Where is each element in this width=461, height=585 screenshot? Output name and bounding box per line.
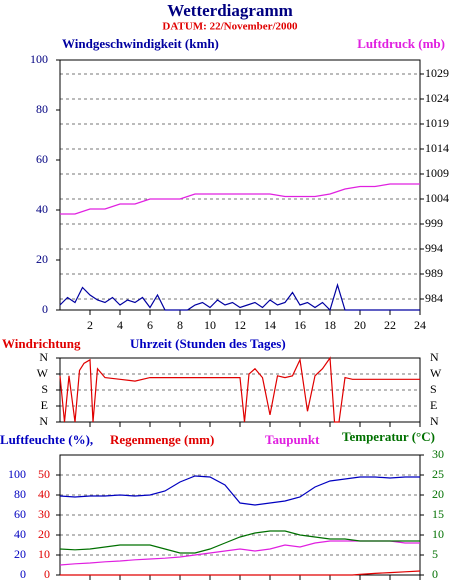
y-tick-label: E <box>41 398 48 412</box>
x-tick-label: 24 <box>414 318 426 332</box>
series-label: Taupunkt <box>265 432 320 447</box>
y-tick-label: 30 <box>432 447 444 461</box>
x-tick-label: 2 <box>87 318 93 332</box>
x-tick-label: 6 <box>147 318 153 332</box>
y-tick-label: 40 <box>14 527 26 541</box>
y-tick-label: 80 <box>14 487 26 501</box>
y-tick-label-right: S <box>430 382 437 396</box>
y-tick-label-right: N <box>430 350 439 364</box>
x-tick-label: 14 <box>264 318 276 332</box>
plot-frame <box>59 59 421 311</box>
y-tick-label: 1024 <box>425 91 449 105</box>
x-tick-label: 22 <box>384 318 396 332</box>
y-tick-label: N <box>39 350 48 364</box>
series-label: Luftdruck (mb) <box>357 36 445 51</box>
y-tick-label: 989 <box>425 266 443 280</box>
y-tick-label: 1019 <box>425 116 449 130</box>
y-tick-label: 1004 <box>425 191 449 205</box>
y-tick-label: 60 <box>14 507 26 521</box>
y-tick-label: 984 <box>425 291 443 305</box>
y-tick-label-right: N <box>430 414 439 428</box>
y-tick-label: N <box>39 414 48 428</box>
y-tick-label: 60 <box>36 152 48 166</box>
series-label: Windgeschwindigkeit (kmh) <box>62 36 219 51</box>
y-tick-label: 20 <box>14 547 26 561</box>
series-line <box>60 570 421 576</box>
series-line <box>59 282 420 312</box>
y-tick-label: 25 <box>432 467 444 481</box>
y-tick-label: 0 <box>44 567 50 581</box>
x-tick-label: 12 <box>234 318 246 332</box>
x-tick-label: 18 <box>324 318 336 332</box>
series-label: Windrichtung <box>2 336 81 351</box>
y-tick-label: 30 <box>38 507 50 521</box>
series-label: Temperatur (°C) <box>342 429 435 444</box>
x-tick-label: 16 <box>294 318 306 332</box>
y-tick-label: 1029 <box>425 66 449 80</box>
y-tick-label: 1014 <box>425 141 449 155</box>
y-tick-label: 20 <box>38 527 50 541</box>
series-line <box>59 356 420 423</box>
series-label: Regenmenge (mm) <box>110 432 214 447</box>
y-tick-label: 0 <box>42 302 48 316</box>
y-tick-label: 20 <box>432 487 444 501</box>
y-tick-label: 100 <box>30 52 48 66</box>
y-tick-label: W <box>37 366 49 380</box>
y-tick-label: 20 <box>36 252 48 266</box>
y-tick-label: 0 <box>20 567 26 581</box>
y-tick-label-right: W <box>430 366 442 380</box>
y-tick-label: 50 <box>38 467 50 481</box>
y-tick-label: 999 <box>425 216 443 230</box>
x-axis-label: Uhrzeit (Stunden des Tages) <box>130 336 286 351</box>
series-line <box>59 475 420 506</box>
y-tick-label: 10 <box>38 547 50 561</box>
y-tick-label: 5 <box>432 547 438 561</box>
y-tick-label: 15 <box>432 507 444 521</box>
y-tick-label: 80 <box>36 102 48 116</box>
plot-frame <box>59 357 421 423</box>
x-tick-label: 20 <box>354 318 366 332</box>
y-tick-label: 1009 <box>425 166 449 180</box>
chart-subtitle: DATUM: 22/November/2000 <box>162 21 298 33</box>
y-tick-label: 0 <box>432 567 438 581</box>
x-tick-label: 8 <box>177 318 183 332</box>
x-tick-label: 10 <box>204 318 216 332</box>
series-line <box>59 530 420 554</box>
y-tick-label: 994 <box>425 241 443 255</box>
y-tick-label: 40 <box>38 487 50 501</box>
series-line <box>60 183 420 215</box>
series-label: Luftfeuchte (%), <box>0 432 93 447</box>
y-tick-label: 100 <box>8 467 26 481</box>
y-tick-label: 10 <box>432 527 444 541</box>
y-tick-label: S <box>41 382 48 396</box>
y-tick-label-right: E <box>430 398 437 412</box>
y-tick-label: 40 <box>36 202 48 216</box>
chart-title: Wetterdiagramm <box>167 1 293 20</box>
x-tick-label: 4 <box>117 318 123 332</box>
